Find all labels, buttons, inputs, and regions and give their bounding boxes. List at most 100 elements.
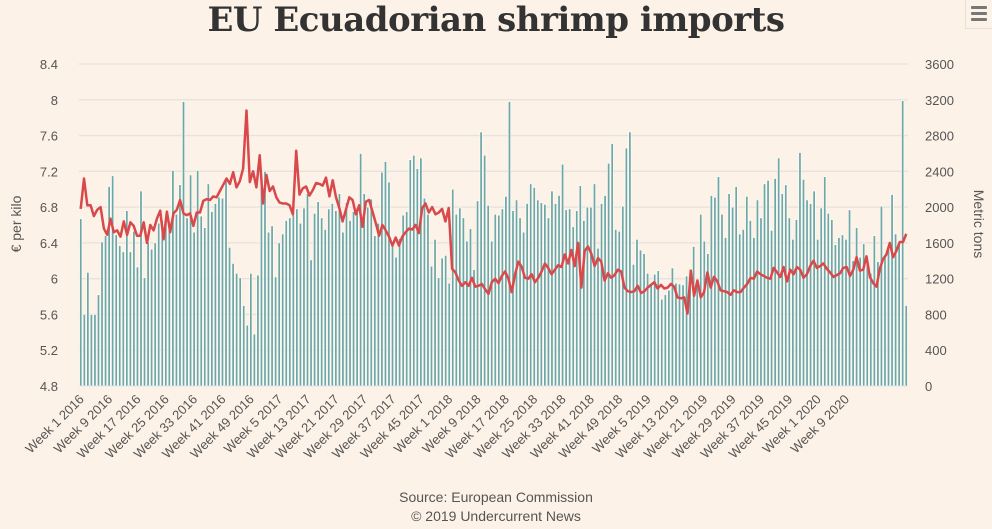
volume-bar[interactable]: [663, 294, 667, 387]
volume-bar[interactable]: [617, 230, 621, 387]
volume-bar[interactable]: [366, 206, 370, 387]
volume-bar[interactable]: [143, 277, 147, 387]
volume-bar[interactable]: [504, 196, 508, 387]
volume-bar[interactable]: [554, 203, 557, 387]
volume-bar[interactable]: [780, 193, 784, 387]
volume-bar[interactable]: [897, 243, 901, 387]
volume-bar[interactable]: [369, 198, 373, 387]
volume-bar[interactable]: [352, 211, 356, 387]
volume-bar[interactable]: [231, 263, 235, 387]
volume-bar[interactable]: [901, 100, 905, 387]
volume-bar[interactable]: [557, 195, 561, 387]
volume-bar[interactable]: [245, 324, 249, 387]
volume-bar[interactable]: [235, 272, 239, 387]
volume-bar[interactable]: [848, 209, 852, 387]
volume-bar[interactable]: [401, 214, 405, 387]
volume-bar[interactable]: [855, 227, 859, 387]
volume-bar[interactable]: [97, 294, 100, 387]
volume-bar[interactable]: [624, 147, 628, 387]
volume-bar[interactable]: [840, 234, 844, 387]
volume-bar[interactable]: [359, 153, 363, 387]
volume-bar[interactable]: [213, 203, 217, 387]
volume-bar[interactable]: [561, 163, 565, 387]
volume-bar[interactable]: [291, 214, 295, 387]
volume-bar[interactable]: [146, 241, 150, 387]
volume-bar[interactable]: [298, 222, 302, 387]
volume-bar[interactable]: [419, 157, 423, 387]
volume-bar[interactable]: [100, 241, 104, 387]
volume-bar[interactable]: [738, 233, 742, 387]
volume-bar[interactable]: [461, 217, 465, 387]
volume-bar[interactable]: [805, 199, 809, 387]
volume-bar[interactable]: [104, 235, 108, 387]
volume-bar[interactable]: [851, 260, 855, 387]
volume-bar[interactable]: [334, 210, 338, 387]
volume-bar[interactable]: [844, 239, 848, 387]
volume-bar[interactable]: [422, 197, 426, 387]
volume-bar[interactable]: [529, 183, 533, 387]
volume-bar[interactable]: [819, 207, 823, 387]
volume-bar[interactable]: [309, 259, 313, 387]
volume-bar[interactable]: [313, 213, 317, 387]
volume-bar[interactable]: [858, 256, 862, 387]
volume-bar[interactable]: [263, 171, 267, 387]
volume-bar[interactable]: [139, 190, 143, 387]
volume-bar[interactable]: [323, 229, 327, 387]
volume-bar[interactable]: [532, 187, 536, 387]
volume-bar[interactable]: [550, 190, 554, 387]
volume-bar[interactable]: [157, 222, 161, 387]
volume-bar[interactable]: [238, 277, 242, 387]
volume-bar[interactable]: [681, 284, 685, 387]
volume-bar[interactable]: [787, 217, 791, 387]
volume-bar[interactable]: [603, 195, 607, 387]
volume-bar[interactable]: [128, 251, 132, 387]
volume-bar[interactable]: [678, 283, 681, 387]
volume-bar[interactable]: [433, 239, 437, 387]
volume-bar[interactable]: [160, 220, 164, 387]
volume-bar[interactable]: [635, 239, 639, 387]
volume-bar[interactable]: [596, 247, 600, 387]
volume-bar[interactable]: [150, 248, 154, 387]
volume-bar[interactable]: [515, 199, 518, 387]
volume-bar[interactable]: [685, 275, 689, 387]
volume-bar[interactable]: [692, 246, 696, 387]
volume-bar[interactable]: [206, 183, 210, 387]
volume-bar[interactable]: [111, 175, 115, 387]
volume-bar[interactable]: [522, 231, 526, 387]
volume-bar[interactable]: [656, 270, 660, 387]
volume-bar[interactable]: [93, 314, 97, 387]
volume-bar[interactable]: [415, 168, 419, 387]
volume-bar[interactable]: [631, 264, 635, 387]
volume-bar[interactable]: [755, 199, 759, 387]
volume-bar[interactable]: [302, 207, 306, 387]
volume-bar[interactable]: [727, 193, 731, 387]
volume-bar[interactable]: [221, 197, 224, 387]
volume-bar[interactable]: [440, 257, 444, 387]
volume-bar[interactable]: [823, 176, 827, 387]
volume-bar[interactable]: [270, 225, 274, 387]
volume-bar[interactable]: [178, 184, 182, 387]
volume-bar[interactable]: [890, 194, 894, 387]
volume-bar[interactable]: [883, 256, 887, 387]
volume-bar[interactable]: [277, 242, 281, 387]
volume-bar[interactable]: [748, 220, 752, 387]
volume-bar[interactable]: [518, 217, 522, 387]
volume-bar[interactable]: [614, 229, 618, 387]
volume-bar[interactable]: [741, 229, 745, 387]
volume-bar[interactable]: [674, 282, 678, 387]
volume-bar[interactable]: [224, 177, 228, 387]
volume-bar[interactable]: [571, 226, 575, 387]
volume-bar[interactable]: [812, 190, 816, 387]
volume-bar[interactable]: [476, 200, 480, 387]
volume-bar[interactable]: [437, 277, 441, 387]
volume-bar[interactable]: [182, 101, 185, 387]
volume-bar[interactable]: [295, 208, 299, 387]
volume-bar[interactable]: [525, 203, 529, 387]
volume-bar[interactable]: [458, 207, 462, 387]
volume-bar[interactable]: [114, 234, 118, 387]
volume-bar[interactable]: [284, 220, 288, 387]
volume-bar[interactable]: [125, 210, 129, 387]
volume-bar[interactable]: [507, 101, 511, 387]
volume-bar[interactable]: [132, 230, 136, 387]
volume-bar[interactable]: [203, 227, 207, 387]
